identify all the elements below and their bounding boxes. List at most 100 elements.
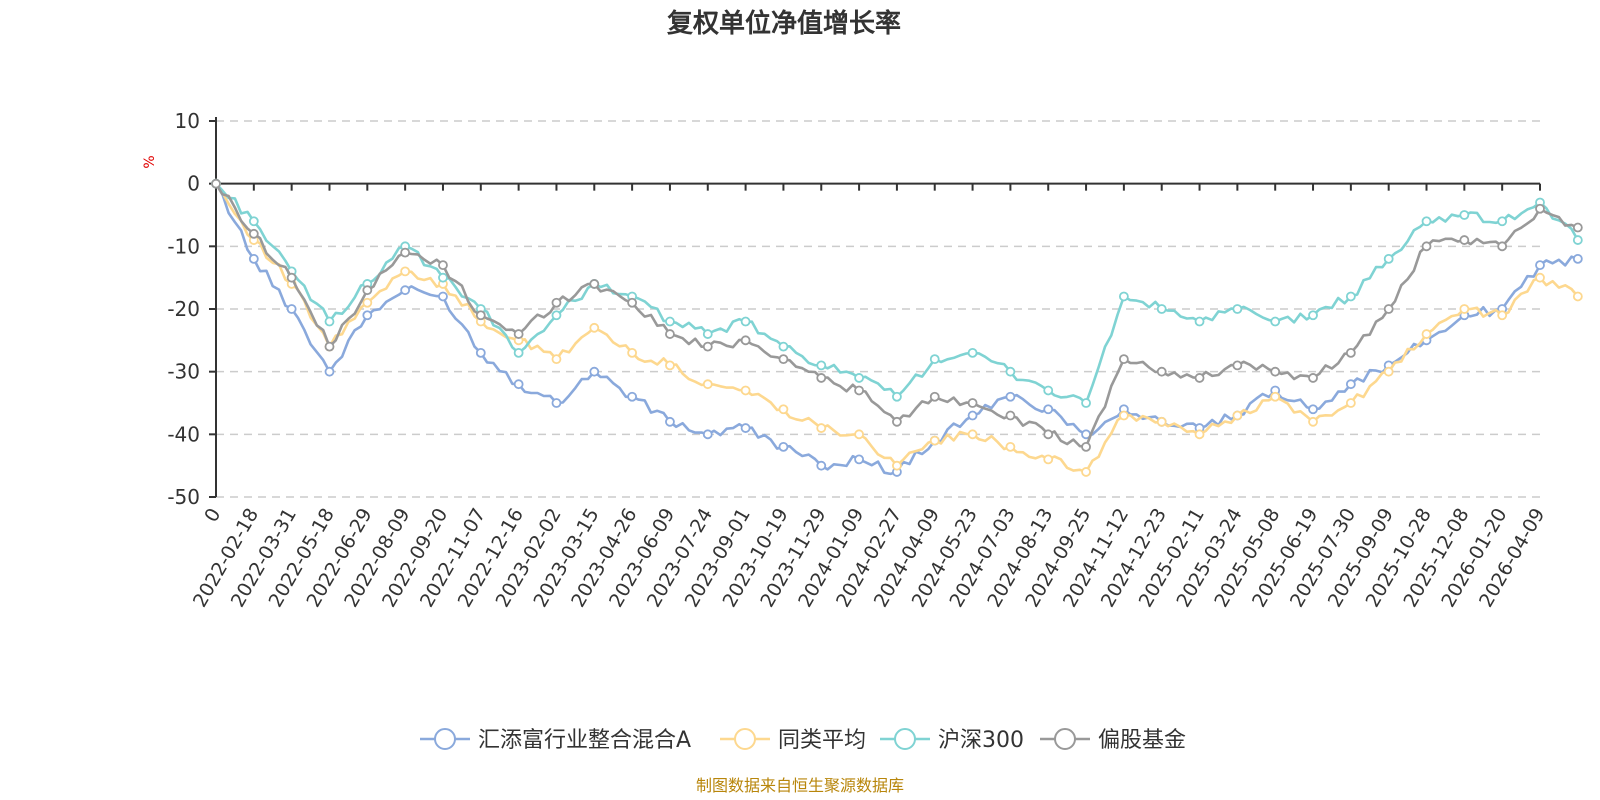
data-point xyxy=(1459,235,1470,245)
data-point xyxy=(816,460,827,471)
legend[interactable]: 汇添富行业整合混合A 同类平均 沪深300 偏股基金 xyxy=(420,728,1186,753)
legend-label: 汇添富行业整合混合A xyxy=(478,728,691,753)
data-point xyxy=(362,297,373,308)
data-point xyxy=(816,423,827,433)
data-point xyxy=(1118,410,1129,421)
data-point xyxy=(740,335,751,346)
y-tick-label: -50 xyxy=(167,485,200,509)
data-point xyxy=(702,429,713,440)
data-point xyxy=(1118,354,1129,365)
data-point xyxy=(1459,210,1470,220)
data-point xyxy=(400,266,411,277)
legend-item[interactable]: 汇添富行业整合混合A xyxy=(420,728,691,753)
data-point xyxy=(1421,216,1432,227)
data-point xyxy=(1308,416,1318,427)
legend-marker xyxy=(1054,728,1076,750)
legend-item[interactable]: 偏股基金 xyxy=(1040,728,1186,753)
data-point xyxy=(551,354,562,365)
data-point xyxy=(1232,410,1243,421)
data-point xyxy=(1308,310,1318,321)
data-point xyxy=(929,354,940,365)
data-point xyxy=(1535,203,1545,214)
data-point xyxy=(1383,304,1394,314)
data-point xyxy=(400,247,411,258)
data-point xyxy=(1497,216,1508,227)
data-point xyxy=(1270,316,1281,327)
data-point xyxy=(627,347,638,358)
y-tick-label: -40 xyxy=(167,422,200,446)
data-point xyxy=(665,329,675,339)
data-point xyxy=(286,304,297,314)
data-point xyxy=(1421,241,1432,252)
legend-marker xyxy=(434,728,456,750)
data-point xyxy=(892,416,902,427)
data-point xyxy=(1043,404,1054,415)
data-point xyxy=(324,316,335,327)
data-point xyxy=(1345,291,1356,302)
data-point xyxy=(740,316,751,327)
data-point xyxy=(892,391,902,402)
data-point xyxy=(702,329,713,339)
data-point xyxy=(438,272,448,283)
legend-label: 同类平均 xyxy=(778,728,866,753)
data-point xyxy=(324,366,335,377)
data-point xyxy=(248,253,259,264)
data-point xyxy=(1572,235,1583,245)
data-point xyxy=(324,341,335,352)
data-source-note: 制图数据来自恒生聚源数据库 xyxy=(696,776,904,795)
data-point xyxy=(1194,373,1205,383)
y-tick-label: -30 xyxy=(167,360,200,384)
x-tick-label: 0 xyxy=(200,505,225,526)
data-point xyxy=(551,398,562,408)
data-point xyxy=(211,178,221,189)
series-layer xyxy=(211,178,1583,477)
data-point xyxy=(1005,441,1016,452)
data-point xyxy=(1308,404,1318,415)
y-axis-unit: % xyxy=(142,155,158,168)
data-point xyxy=(929,391,940,402)
data-point xyxy=(1535,272,1545,283)
data-point xyxy=(1156,416,1167,427)
data-point xyxy=(1081,467,1091,477)
data-point xyxy=(248,228,259,239)
data-point xyxy=(740,385,751,396)
data-point xyxy=(551,310,562,321)
data-point xyxy=(854,373,864,383)
data-point xyxy=(551,297,562,308)
data-point xyxy=(1156,366,1167,377)
data-point xyxy=(665,316,675,327)
data-point xyxy=(740,423,751,433)
data-point xyxy=(475,347,486,358)
data-point xyxy=(589,279,600,289)
data-point xyxy=(1572,253,1583,264)
data-point xyxy=(1232,304,1243,314)
data-point xyxy=(513,347,524,358)
data-point xyxy=(1383,253,1394,264)
data-point xyxy=(513,329,524,339)
data-point xyxy=(1081,441,1091,452)
grid-layer xyxy=(216,120,1540,498)
data-point xyxy=(665,416,675,427)
data-point xyxy=(1043,385,1054,396)
data-point xyxy=(1572,222,1583,233)
data-point xyxy=(1081,398,1091,408)
data-point xyxy=(702,379,713,390)
legend-item[interactable]: 沪深300 xyxy=(880,728,1024,753)
data-point xyxy=(589,322,600,333)
data-point xyxy=(816,360,827,371)
data-point xyxy=(1383,366,1394,377)
data-point xyxy=(1308,373,1318,383)
legend-label: 偏股基金 xyxy=(1098,728,1186,753)
axis-layer: 100-10-20-30-40-5002022-02-182022-03-312… xyxy=(167,109,1549,611)
legend-marker xyxy=(734,728,756,750)
y-tick-label: -10 xyxy=(167,234,200,258)
legend-label: 沪深300 xyxy=(938,728,1024,753)
data-point xyxy=(1005,410,1016,421)
data-point xyxy=(929,435,940,446)
y-tick-label: 10 xyxy=(175,109,200,133)
legend-item[interactable]: 同类平均 xyxy=(720,728,866,753)
data-point xyxy=(778,441,789,452)
data-point xyxy=(627,391,638,402)
y-tick-label: -20 xyxy=(167,297,200,321)
